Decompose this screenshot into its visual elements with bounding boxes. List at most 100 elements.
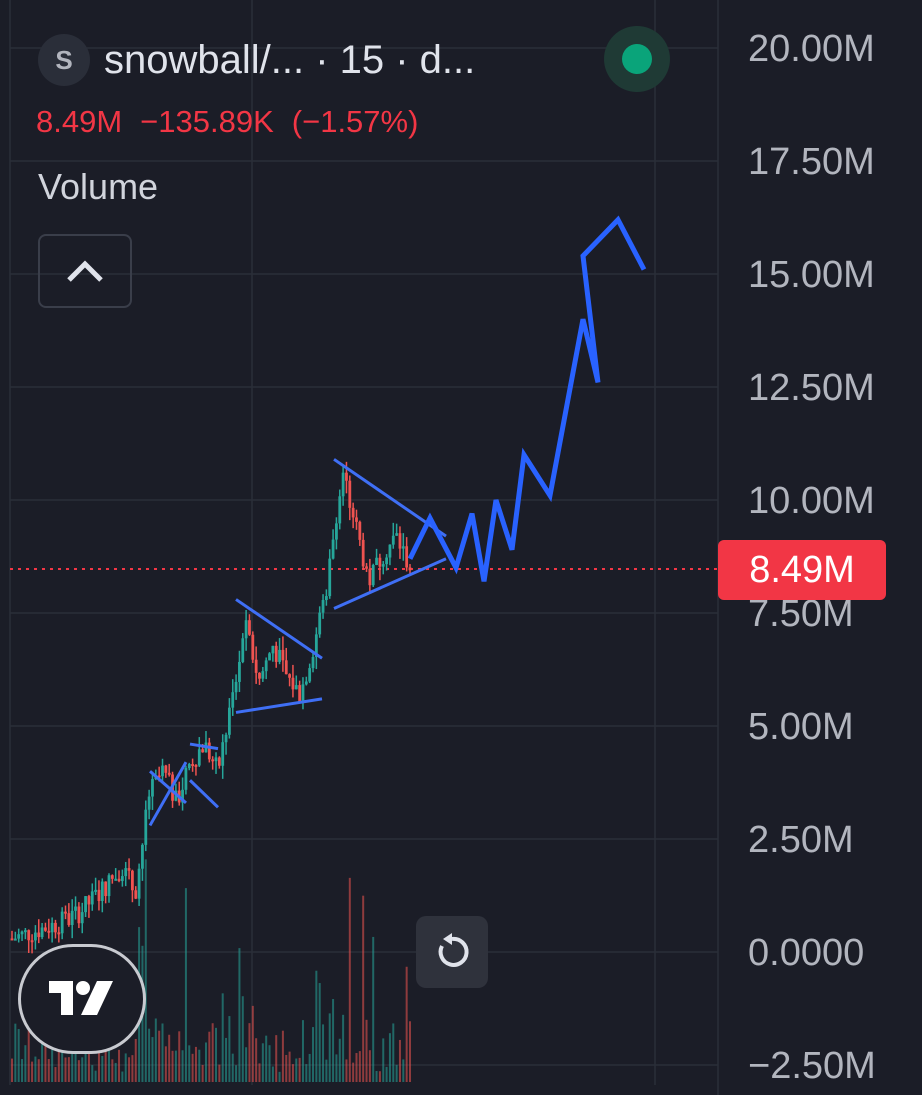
candle-body bbox=[241, 638, 245, 662]
market-status[interactable] bbox=[604, 26, 670, 92]
pattern-upper-line[interactable] bbox=[189, 742, 219, 751]
last-price-badge: 8.49M bbox=[718, 540, 886, 600]
candle-body bbox=[291, 677, 295, 690]
candle-body bbox=[405, 546, 409, 568]
candle-body bbox=[371, 564, 375, 586]
candle-body bbox=[385, 557, 388, 565]
candle-body bbox=[258, 672, 261, 679]
candle-body bbox=[67, 913, 71, 926]
reset-button[interactable] bbox=[416, 916, 488, 988]
volume-bar bbox=[325, 1059, 328, 1082]
volume-bar bbox=[41, 1029, 44, 1082]
volume-bar bbox=[104, 1026, 107, 1082]
tradingview-logo[interactable] bbox=[18, 944, 146, 1054]
candle-body bbox=[351, 507, 355, 518]
volume-bar bbox=[128, 1057, 131, 1082]
volume-bar bbox=[201, 1065, 204, 1082]
volume-bar bbox=[161, 1023, 164, 1082]
volume-bar bbox=[388, 1033, 391, 1082]
volume-bar bbox=[328, 1013, 331, 1082]
candle-body bbox=[378, 557, 382, 567]
pattern-upper-line[interactable] bbox=[235, 598, 323, 660]
candle-body bbox=[398, 533, 402, 549]
candle-body bbox=[321, 600, 325, 613]
volume-bar bbox=[124, 1053, 127, 1082]
pattern-lower-line[interactable] bbox=[188, 779, 220, 809]
volume-bar bbox=[215, 1027, 218, 1082]
candle-body bbox=[187, 764, 191, 769]
pattern-upper-line[interactable] bbox=[149, 770, 187, 804]
volume-bar bbox=[188, 1045, 191, 1082]
volume-bar bbox=[385, 1066, 388, 1082]
volume-bar bbox=[144, 859, 147, 1082]
y-tick-label: 20.00M bbox=[748, 28, 875, 70]
candle-body bbox=[131, 870, 134, 891]
volume-bar bbox=[51, 1036, 54, 1082]
volume-bar bbox=[258, 1063, 261, 1082]
volume-bar bbox=[271, 1066, 274, 1082]
candle-body bbox=[47, 930, 51, 933]
volume-bar bbox=[14, 1023, 17, 1082]
collapse-button[interactable] bbox=[38, 234, 132, 308]
volume-bar bbox=[315, 970, 318, 1082]
candle-body bbox=[147, 796, 151, 810]
candle-body bbox=[191, 764, 195, 767]
candle-body bbox=[107, 875, 111, 897]
volume-bar bbox=[398, 1039, 401, 1082]
volume-bar bbox=[231, 1053, 234, 1082]
volume-indicator-label[interactable]: Volume bbox=[38, 166, 159, 207]
candle-body bbox=[271, 645, 275, 654]
volume-bar bbox=[131, 1055, 134, 1082]
candle-body bbox=[274, 645, 278, 662]
candle-body bbox=[234, 681, 238, 693]
candle-body bbox=[74, 906, 77, 911]
projection-arrow[interactable] bbox=[407, 215, 647, 582]
pattern-lower-line[interactable] bbox=[235, 697, 323, 714]
volume-bar bbox=[148, 1028, 151, 1082]
volume-bar bbox=[308, 1053, 311, 1082]
volume-bar bbox=[194, 1046, 197, 1082]
candle-body bbox=[294, 685, 298, 690]
volume-bar bbox=[382, 1038, 385, 1082]
y-axis[interactable]: 20.00M 17.50M 15.00M 12.50M 10.00M 7.50M 5.00M… bbox=[748, 28, 876, 1087]
pattern-lower-line[interactable] bbox=[148, 761, 188, 827]
candle-body bbox=[311, 656, 315, 669]
volume-bar bbox=[198, 1049, 201, 1082]
volume-bar bbox=[409, 1021, 411, 1082]
symbol-header[interactable]: S snowball/... · 15 · d... bbox=[38, 32, 475, 88]
volume-bar bbox=[225, 1037, 228, 1082]
candle-body bbox=[304, 681, 308, 685]
pattern-drawings[interactable] bbox=[148, 458, 447, 827]
candle-body bbox=[30, 940, 34, 943]
candle-body bbox=[314, 634, 318, 657]
volume-bar bbox=[372, 936, 375, 1082]
pattern-lower-line[interactable] bbox=[333, 557, 447, 610]
candle-body bbox=[40, 927, 44, 938]
candle-body bbox=[381, 564, 385, 567]
volume-bar bbox=[91, 1065, 94, 1082]
candle-body bbox=[37, 932, 41, 938]
volume-bar bbox=[235, 1065, 238, 1082]
volume-bar bbox=[54, 1067, 57, 1082]
volume-bar bbox=[221, 993, 224, 1082]
candle-body bbox=[227, 707, 231, 735]
candle-body bbox=[388, 544, 392, 558]
candle-body bbox=[97, 889, 101, 902]
candle-body bbox=[401, 546, 405, 549]
candle-body bbox=[355, 517, 358, 522]
candle-body bbox=[328, 558, 332, 597]
symbol-title[interactable]: snowball/... · 15 · d... bbox=[104, 37, 476, 82]
candle-body bbox=[100, 881, 104, 902]
candle-body bbox=[308, 668, 312, 682]
volume-bar bbox=[358, 1051, 361, 1082]
tradingview-logo-icon bbox=[49, 981, 113, 1015]
volume-bar bbox=[342, 1014, 345, 1082]
volume-bar bbox=[174, 1050, 177, 1082]
candle-body bbox=[348, 480, 352, 508]
candle-body bbox=[211, 759, 215, 762]
candle-body bbox=[201, 749, 205, 753]
candle-body bbox=[375, 557, 378, 565]
candle-body bbox=[13, 938, 17, 941]
volume-bar bbox=[392, 1023, 395, 1082]
